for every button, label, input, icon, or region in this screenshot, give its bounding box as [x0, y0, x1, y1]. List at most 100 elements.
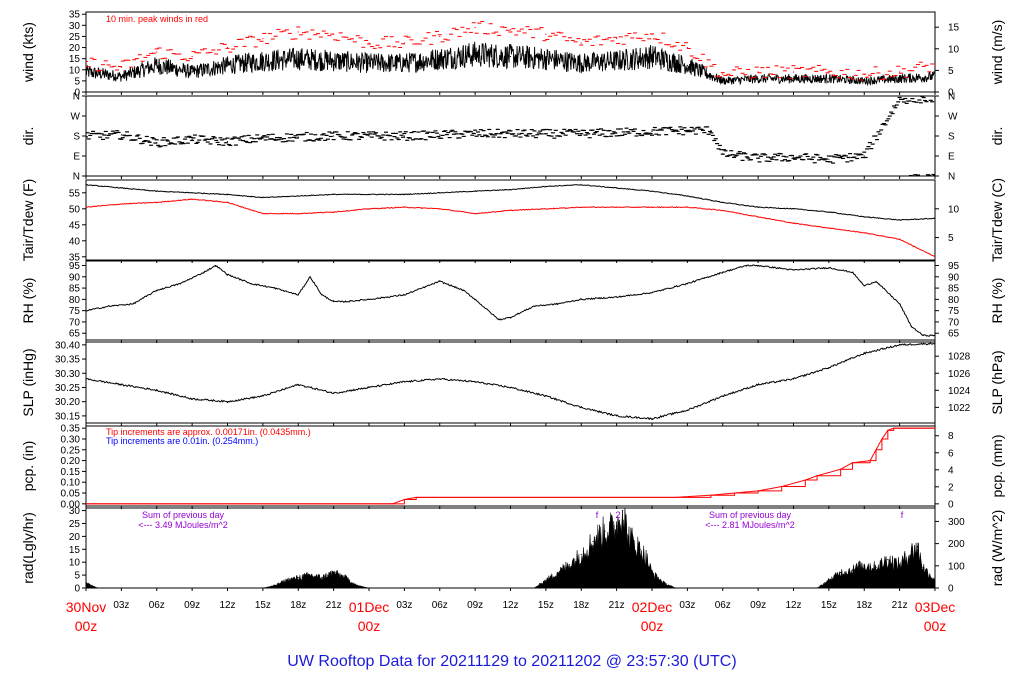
- rh-left-tick-label: 85: [69, 284, 81, 295]
- x-hour-label: 15z: [538, 600, 554, 611]
- wind-left-tick-label: 25: [69, 32, 81, 43]
- dir-right-tick-label: N: [948, 92, 955, 103]
- x-hour-label: 06z: [149, 600, 165, 611]
- rad-left-tick-label: 15: [69, 545, 81, 556]
- x-day-hour-label: 00z: [75, 618, 98, 634]
- x-hour-label: 12z: [219, 600, 235, 611]
- dir-right-tick-label: E: [948, 152, 955, 163]
- x-hour-label: 12z: [502, 600, 518, 611]
- rad-solar-radiation-point: [840, 571, 842, 574]
- rad-solar-radiation-point: [887, 559, 889, 561]
- slp-right-tick-label: 1026: [948, 369, 971, 380]
- wind-peak-annotation: 10 min. peak winds in red: [106, 14, 208, 24]
- wind-10-min-peak-winds-point: [934, 64, 935, 66]
- rh-panel-frame: [85, 260, 936, 341]
- x-hour-label: 18z: [290, 600, 306, 611]
- wind-left-tick-label: 0: [74, 88, 80, 99]
- wind-10-min-peak-winds-point: [439, 35, 441, 38]
- wind-right-tick-label: 10: [948, 44, 960, 55]
- dir-wind-direction-point: [333, 135, 335, 137]
- wind-10-min-peak-winds-point: [191, 55, 193, 58]
- dir-wind-direction-point: [792, 156, 795, 158]
- temp-right-tick-label: 5: [948, 233, 954, 244]
- rad-peak-mark: f: [596, 510, 599, 520]
- dir-wind-direction-point: [368, 135, 370, 137]
- wind-left-tick-label: 30: [69, 21, 81, 32]
- temp-left-tick-label: 40: [69, 236, 81, 247]
- x-day-hour-label: 00z: [924, 618, 947, 634]
- pcp-left-tick-label: 0.25: [61, 445, 81, 456]
- x-hour-label: 15z: [255, 600, 271, 611]
- wind-wind-speed-point: [191, 71, 193, 73]
- dir-ylabel-right: dir.: [989, 127, 1005, 146]
- rh-right-tick-label: 80: [948, 295, 960, 306]
- dir-wind-direction-point: [403, 135, 405, 137]
- x-day-hour-label: 00z: [641, 618, 664, 634]
- rad-solar-radiation-point: [327, 574, 329, 576]
- slp-left-tick-label: 30.35: [55, 355, 80, 366]
- wind-wind-speed-line: [86, 41, 935, 87]
- x-hour-label: 18z: [856, 600, 872, 611]
- slp-left-tick-label: 30.30: [55, 369, 80, 380]
- wind-right-tick-label: 15: [948, 23, 960, 34]
- pcp-left-tick-label: 0.00: [61, 499, 81, 510]
- rh-left-tick-label: 65: [69, 329, 81, 340]
- rh-ylabel-right: RH (%): [989, 278, 1005, 324]
- rh-ylabel-left: RH (%): [20, 278, 36, 324]
- wind-10-min-peak-winds-point: [120, 66, 122, 69]
- x-hour-label: 09z: [184, 600, 200, 611]
- wind-wind-speed-point: [686, 64, 688, 66]
- rh-right-tick-label: 75: [948, 306, 960, 317]
- temp-panel-frame: [85, 179, 936, 261]
- temp-left-tick-label: 35: [69, 252, 81, 263]
- slp-ylabel-right: SLP (hPa): [989, 350, 1005, 414]
- x-hour-label: 03z: [396, 600, 412, 611]
- rad-solar-radiation-point: [297, 577, 299, 579]
- wind-wind-speed-point: [934, 75, 935, 78]
- wind-10-min-peak-winds-point: [722, 73, 724, 75]
- pcp-right-tick-label: 4: [948, 465, 954, 476]
- x-day-hour-label: 00z: [358, 618, 381, 634]
- rad-right-tick-label: 0: [948, 584, 954, 595]
- rh-left-tick-label: 70: [69, 317, 81, 328]
- wind-10-min-peak-winds-point: [792, 71, 795, 73]
- wind-10-min-peak-winds-point: [368, 42, 370, 44]
- dir-ylabel-left: dir.: [20, 127, 36, 146]
- pcp-ylabel-left: pcp. (in): [20, 441, 36, 492]
- rad-left-tick-label: 0: [74, 584, 80, 595]
- rad-solar-radiation-point: [545, 579, 547, 581]
- wind-left-tick-label: 15: [69, 54, 81, 65]
- dir-wind-direction-point: [651, 130, 653, 133]
- temp-ylabel-right: Tair/Tdew (C): [989, 178, 1005, 262]
- pcp-cumulative-precip-step: [86, 427, 935, 505]
- dir-left-tick-label: N: [73, 92, 80, 103]
- temp-left-tick-label: 45: [69, 220, 81, 231]
- rad-left-tick-label: 10: [69, 558, 81, 569]
- x-hour-label: 06z: [715, 600, 731, 611]
- pcp-right-tick-label: 8: [948, 431, 954, 442]
- temp-left-tick-label: 55: [69, 188, 81, 199]
- rad-peak-mark: f: [901, 510, 904, 520]
- temp-tdew-line: [86, 198, 935, 257]
- rad-right-tick-label: 200: [948, 539, 965, 550]
- temp-right-tick-label: 10: [948, 204, 960, 215]
- wind-10-min-peak-winds-point: [545, 33, 547, 35]
- rad-solar-radiation-point: [621, 509, 624, 512]
- dir-wind-direction-point: [439, 134, 441, 136]
- wind-left-tick-label: 5: [74, 76, 80, 87]
- wind-10-min-peak-winds-point: [616, 38, 618, 40]
- wind-ylabel-right: wind (m/s): [989, 20, 1005, 86]
- pcp-tip-note: Tip increments are approx. 0.00171in. (0…: [106, 427, 311, 437]
- dir-wind-direction-point: [191, 138, 193, 140]
- rh-right-tick-label: 85: [948, 284, 960, 295]
- dir-wind-direction-point: [710, 129, 712, 132]
- slp-ylabel-left: SLP (inHg): [20, 348, 36, 416]
- rh-left-tick-label: 75: [69, 306, 81, 317]
- rad-left-tick-label: 5: [74, 571, 80, 582]
- wind-10-min-peak-winds-point: [899, 71, 901, 73]
- pcp-left-tick-label: 0.20: [61, 456, 81, 467]
- rad-sum-note-title: Sum of previous day: [142, 510, 225, 520]
- temp-left-tick-label: 50: [69, 204, 81, 215]
- wind-left-tick-label: 20: [69, 43, 81, 54]
